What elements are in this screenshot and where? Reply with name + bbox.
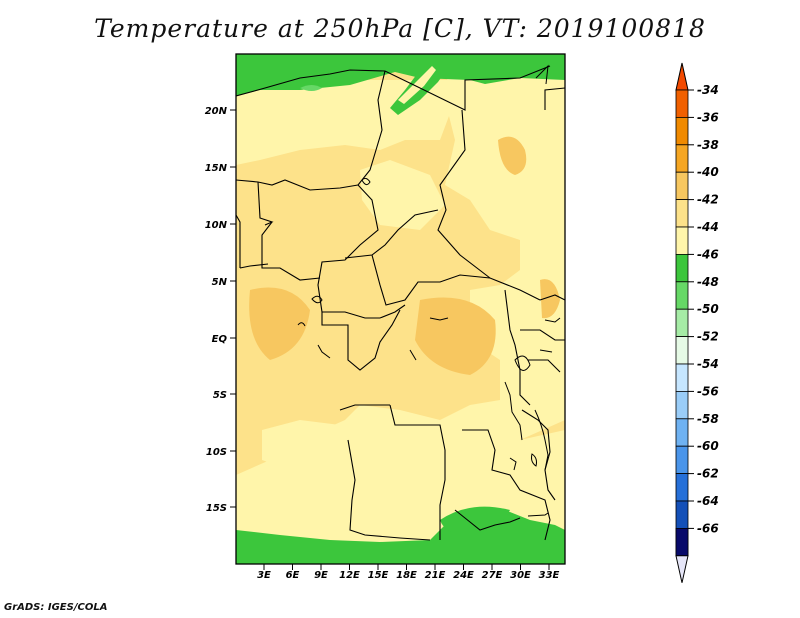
colorbar-label: -50 [697,302,719,316]
lon-label: 18E [396,570,417,581]
colorbar-swatch [675,226,689,255]
colorbar-swatch [675,336,689,365]
colorbar-swatch [675,171,689,200]
colorbar-swatch [675,500,689,529]
country-borders [236,65,565,541]
colorbar-top-arrow [675,62,689,91]
colorbar-label: -54 [697,357,719,371]
colorbar-label: -34 [697,83,719,97]
lon-axis: 3E 6E 9E 12E 15E 18E 21E 24E 27E 30E 33E [257,564,560,581]
pale-east-region [440,54,565,470]
colorbar-label: -44 [697,220,719,234]
lon-label: 3E [257,570,271,581]
lakes-coastlines [297,64,561,517]
green-north-band [236,54,565,96]
colorbar-label: -56 [697,384,719,398]
pale-center-patch [360,160,445,230]
colorbar-swatch [675,89,689,118]
colorbar-swatch [675,390,689,420]
grads-credit: GrADS: IGES/COLA [4,602,108,613]
lon-label: 30E [510,570,531,581]
lon-label: 24E [453,570,474,581]
colorbar-label: -60 [697,439,719,453]
colorbar-swatch [675,363,689,392]
colorbar-label: -42 [697,193,719,207]
colorbar-label: -62 [697,467,719,481]
colorbar-label: -46 [697,247,719,261]
colorbar-swatch [675,473,689,502]
colorbar-swatch [675,144,689,173]
lat-label: 5S [213,390,227,401]
colorbar-swatch [675,199,689,228]
colorbar-label: -36 [697,110,719,124]
colorbar-label: -66 [697,521,719,535]
map-frame [235,53,566,565]
lon-label: 12E [339,570,360,581]
colorbar-swatch [675,528,689,557]
pale-north-streak [398,66,436,104]
colorbar-label: -52 [697,330,719,344]
warm-east-patch [498,136,527,175]
warm-congo-patch [415,297,496,375]
lon-label: 15E [368,570,389,581]
colorbar-swatch [675,281,689,310]
lat-axis: 20N 15N 10N 5N EQ 5S 10S 15S [205,106,236,514]
lon-label: 21E [425,570,446,581]
lon-label: 27E [482,570,503,581]
lat-label: EQ [212,334,228,345]
colorbar-swatch [675,117,689,146]
lat-label: 20N [205,106,228,117]
lat-label: 15N [205,163,228,174]
colorbar: -34 -36 -38 -40 -42 -44 -46 -48 -50 -52 -54 -56 -58 -… [675,62,719,583]
lat-label: 15S [206,503,227,514]
lon-label: 9E [314,570,328,581]
lat-label: 10N [205,220,228,231]
warm-west-patch [249,287,310,360]
colorbar-label: -58 [697,412,719,426]
lon-label: 33E [539,570,560,581]
lon-label: 6E [286,570,300,581]
map-title: Temperature at 250hPa [C], VT: 201910081… [94,14,706,43]
green-south-patch [440,506,510,535]
colorbar-bottom-arrow [675,555,689,583]
colorbar-swatch [675,308,689,338]
colorbar-label: -40 [697,165,719,179]
colorbar-swatch [675,253,689,283]
light-green-spot [300,85,322,91]
map-area [236,54,565,564]
colorbar-swatch [675,445,689,475]
warm-east-strip [540,279,560,319]
colorbar-label: -38 [697,138,719,152]
colorbar-label: -48 [697,275,719,289]
pale-southwest-patch [262,420,350,470]
lat-label: 10S [206,447,227,458]
colorbar-swatch [675,418,689,447]
lat-label: 5N [212,277,228,288]
colorbar-label: -64 [697,494,719,508]
